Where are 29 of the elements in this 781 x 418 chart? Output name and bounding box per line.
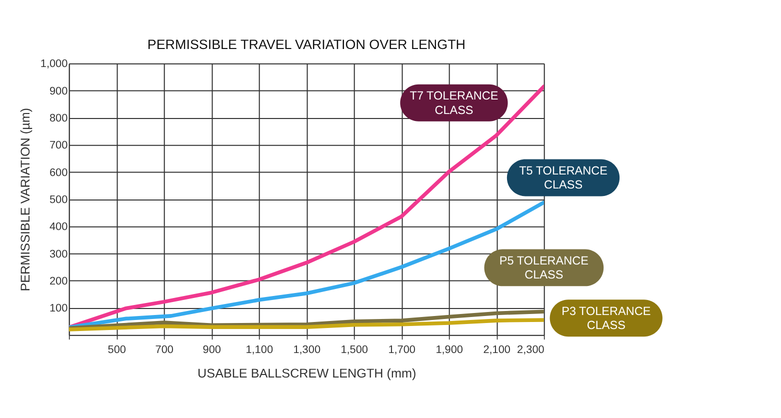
y-tick-label: 800 (49, 112, 68, 124)
y-tick-label: 900 (49, 85, 68, 98)
chart-title: PERMISSIBLE TRAVEL VARIATION OVER LENGTH (147, 37, 466, 52)
x-axis-title: USABLE BALLSCREW LENGTH (mm) (198, 366, 416, 380)
series-label: T5 TOLERANCE CLASS (519, 164, 608, 192)
y-tick-label: 400 (49, 221, 68, 234)
y-axis-title: PERMISSIBLE VARIATION (µm) (18, 108, 32, 292)
line-series (68, 310, 544, 330)
y-tick-label: 1,000 (40, 58, 68, 70)
line-series (68, 318, 544, 332)
x-tick-label: 1,700 (388, 344, 416, 356)
y-tick-label: 300 (49, 248, 68, 260)
y-tick-label: 500 (49, 194, 68, 206)
x-tick-label: 1,300 (293, 344, 320, 356)
y-tick-label: 700 (49, 140, 68, 152)
x-tick-label: 1,500 (340, 344, 368, 356)
x-tick-label: 2,300 (517, 344, 544, 356)
y-tick-label: 100 (49, 302, 68, 315)
text: P5 TOLERANCE CLASS (499, 254, 589, 282)
x-tick-label: 1,900 (436, 344, 463, 356)
x-tick-label: 2,100 (483, 344, 510, 356)
series-label: P3 TOLERANCE CLASS (562, 304, 651, 332)
x-tick-label: 1,100 (246, 344, 273, 356)
series-label: T7 TOLERANCE CLASS (410, 90, 498, 117)
x-tick-label: 900 (202, 344, 221, 356)
x-tick-label: 500 (108, 344, 126, 356)
y-tick-label: 200 (49, 275, 68, 288)
x-tick-label: 700 (155, 344, 174, 356)
y-tick-label: 600 (49, 166, 68, 179)
